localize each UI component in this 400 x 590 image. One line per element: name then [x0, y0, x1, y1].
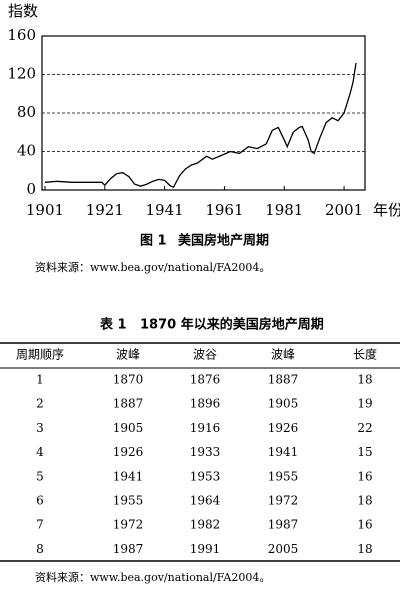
table-cell: 1953 [190, 469, 221, 483]
table-cell: 16 [357, 469, 372, 483]
y-tick-label: 120 [7, 65, 36, 83]
y-axis-label: 指数 [8, 2, 38, 20]
table-cell: 1 [36, 373, 44, 387]
table-cell: 1964 [190, 494, 221, 508]
table-cell: 2 [36, 397, 44, 411]
x-tick-label: 1941 [146, 201, 184, 219]
table-cell: 22 [357, 421, 372, 435]
table-cell: 3 [36, 421, 44, 435]
table-cell: 1955 [113, 494, 144, 508]
table-cell: 15 [357, 445, 372, 459]
table-cell: 1933 [190, 445, 221, 459]
y-tick-label: 160 [7, 26, 36, 44]
table-header: 波谷 [193, 348, 217, 362]
table-cell: 1916 [190, 421, 221, 435]
x-tick-label: 1901 [26, 201, 64, 219]
table-cell: 1941 [113, 469, 144, 483]
table-cell: 1941 [268, 445, 299, 459]
x-axis-label: 年份 [373, 201, 400, 219]
table-cell: 1926 [113, 445, 144, 459]
table-cell: 1905 [113, 421, 144, 435]
x-tick-label: 1921 [86, 201, 124, 219]
table-cell: 1987 [113, 542, 144, 556]
table-cell: 1955 [268, 469, 299, 483]
table-number: 表 1 [99, 317, 127, 333]
table-header: 长度 [353, 347, 377, 362]
table-cell: 1972 [268, 494, 299, 508]
x-tick-label: 1981 [265, 201, 303, 219]
table-cell: 18 [357, 373, 372, 387]
table-header: 波峰 [116, 348, 140, 362]
table-header: 周期顺序 [16, 347, 64, 362]
table-cell: 1896 [190, 397, 221, 411]
figure-source: 资料来源：www.bea.gov/national/FA2004。 [35, 260, 270, 274]
x-tick-label: 1961 [205, 201, 243, 219]
table-cell: 8 [36, 542, 44, 556]
table-cell: 18 [357, 494, 372, 508]
figure-caption: 美国房地产周期 [178, 233, 269, 249]
table-cell: 1887 [113, 397, 144, 411]
table-cell: 7 [36, 518, 44, 532]
table-cell: 1870 [113, 373, 144, 387]
table-cell: 1887 [268, 373, 299, 387]
table-cell: 1972 [113, 518, 144, 532]
table-cell: 4 [36, 445, 44, 459]
table-cell: 19 [357, 397, 372, 411]
table-cell: 6 [36, 494, 44, 508]
table-title: 1870 年以来的美国房地产周期 [140, 317, 324, 333]
table-cell: 1991 [190, 542, 221, 556]
data-line [44, 62, 357, 188]
table-cell: 16 [357, 518, 372, 532]
table-cell: 5 [36, 469, 44, 483]
table-cell: 1926 [268, 421, 299, 435]
x-tick-label: 2001 [325, 201, 363, 219]
table-cell: 1905 [268, 397, 299, 411]
y-tick-label: 80 [17, 103, 36, 121]
y-tick-label: 40 [17, 142, 36, 160]
table-source: 资料来源：www.bea.gov/national/FA2004。 [35, 570, 270, 584]
table-cell: 1982 [190, 518, 221, 532]
table-cell: 1987 [268, 518, 299, 532]
figure-number: 图 1 [140, 234, 167, 249]
table-cell: 18 [357, 542, 372, 556]
table-cell: 1876 [190, 373, 221, 387]
y-tick-label: 0 [26, 180, 36, 198]
table-header: 波峰 [271, 348, 295, 362]
table-cell: 2005 [268, 542, 299, 556]
